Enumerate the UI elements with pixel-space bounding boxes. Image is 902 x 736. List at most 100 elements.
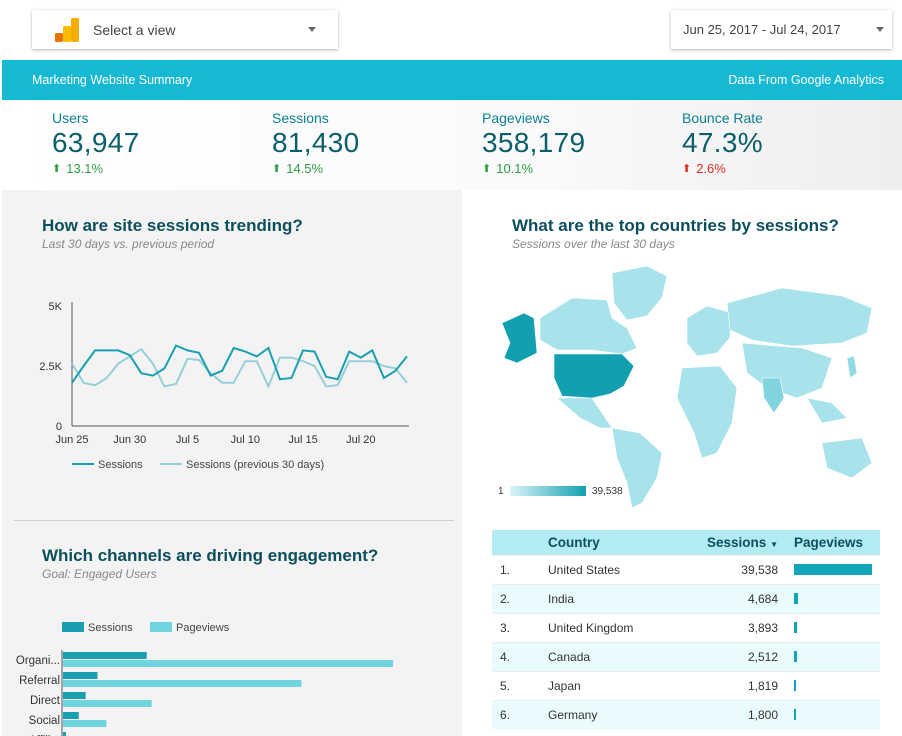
map-region-russia [726, 287, 873, 347]
map-legend-min: 1 [498, 486, 504, 497]
kpi-label: Pageviews [482, 110, 550, 126]
pageviews-cell [784, 699, 880, 729]
table-row[interactable]: 2. India 4,684 [492, 583, 880, 613]
trend-title: How are site sessions trending? [42, 216, 303, 235]
sort-desc-icon: ▼ [770, 539, 778, 549]
country-cell: United Kingdom [548, 612, 698, 642]
map-region-japan [846, 355, 858, 379]
map-color-scale [510, 486, 586, 496]
series-line-sessions [71, 344, 408, 384]
kpi-delta: ⬆ 14.5% [272, 161, 359, 176]
country-cell: Germany [548, 699, 698, 729]
sessions-cell: 1,800 [698, 699, 784, 729]
legend-label: Sessions [88, 622, 133, 634]
rank-header [492, 530, 548, 555]
sessions-trend-chart[interactable]: 0 2.5K 5K Jun 25 Jun 30 Jul 5 Jul 10 Jul 15 Jul … [2, 280, 462, 580]
countries-title: What are the top countries by sessions? [512, 216, 839, 235]
left-panel: How are site sessions trending? Last 30 … [2, 190, 462, 736]
table-row[interactable]: 5. Japan 1,819 [492, 670, 880, 700]
bar-sessions [63, 672, 98, 679]
kpi-delta: ⬆ 2.6% [682, 161, 763, 176]
pageviews-bar [794, 593, 798, 604]
x-tick-label: Jul 20 [346, 434, 375, 446]
legend-label: Sessions [98, 459, 143, 471]
countries-table: Country Sessions ▼ Pageviews 1. United St… [492, 530, 880, 729]
pageviews-cell [784, 583, 880, 613]
kpi-delta-value: 13.1% [66, 161, 104, 176]
countries-subtitle: Sessions over the last 30 days [512, 237, 675, 251]
pageviews-bar [794, 622, 798, 633]
arrow-up-icon: ⬆ [482, 163, 492, 175]
bar-sessions [63, 732, 66, 736]
table-row[interactable]: 4. Canada 2,512 [492, 641, 880, 671]
map-region-asia [741, 342, 833, 399]
map-region-africa [676, 365, 738, 459]
world-geo-map[interactable] [462, 258, 902, 508]
y-tick-label: 5K [49, 301, 63, 313]
kpi-sessions[interactable]: Sessions 81,430 ⬆ 14.5% [272, 110, 359, 176]
rank-cell: 3. [492, 612, 548, 642]
sessions-cell: 2,512 [698, 641, 784, 671]
table-header-row: Country Sessions ▼ Pageviews [492, 530, 880, 555]
map-region-south-america [611, 427, 663, 508]
category-label: Referral [19, 675, 60, 687]
y-tick-label: 2.5K [39, 361, 62, 373]
rank-cell: 1. [492, 554, 548, 584]
table-row[interactable]: 6. Germany 1,800 [492, 699, 880, 729]
map-region-southeast-asia [806, 397, 848, 424]
report-banner: Marketing Website Summary Data From Goog… [2, 60, 902, 100]
rank-cell: 4. [492, 641, 548, 671]
bar-sessions [63, 652, 147, 659]
channels-bar-chart[interactable]: Sessions Pageviews Organi... Referral Direct… [2, 610, 462, 736]
arrow-up-icon: ⬆ [272, 163, 282, 175]
sessions-cell: 1,819 [698, 670, 784, 700]
data-source-label: Data From Google Analytics [728, 73, 884, 87]
kpi-delta-value: 2.6% [696, 161, 726, 176]
legend-label: Sessions (previous 30 days) [186, 459, 324, 471]
map-legend-max: 39,538 [592, 486, 623, 497]
country-header[interactable]: Country [548, 530, 698, 555]
table-row[interactable]: 1. United States 39,538 [492, 554, 880, 584]
bar-pageviews [63, 700, 152, 707]
channels-title: Which channels are driving engagement? [42, 546, 379, 565]
legend-label: Pageviews [176, 622, 230, 634]
y-tick-label: 0 [56, 421, 62, 433]
kpi-value: 47.3% [682, 127, 763, 158]
category-label: Organi... [16, 655, 60, 667]
x-tick-label: Jun 30 [113, 434, 146, 446]
bar-sessions [63, 712, 79, 719]
kpi-users[interactable]: Users 63,947 ⬆ 13.1% [52, 110, 139, 176]
country-cell: United States [548, 554, 698, 584]
kpi-value: 63,947 [52, 127, 140, 158]
bar-pageviews [63, 680, 302, 687]
kpi-bounce-rate[interactable]: Bounce Rate 47.3% ⬆ 2.6% [682, 110, 763, 176]
pageviews-cell [784, 641, 880, 671]
kpi-value: 358,179 [482, 127, 586, 158]
pageviews-bar [794, 651, 797, 662]
table-row[interactable]: 3. United Kingdom 3,893 [492, 612, 880, 642]
chevron-down-icon [308, 27, 316, 32]
sessions-header-label: Sessions [707, 534, 767, 550]
date-range-dropdown[interactable]: Jun 25, 2017 - Jul 24, 2017 [671, 10, 892, 49]
kpi-value: 81,430 [272, 127, 360, 158]
legend-swatch [62, 622, 84, 632]
kpi-scorecards: Users 63,947 ⬆ 13.1% Sessions 81,430 ⬆ 14.… [2, 100, 902, 190]
kpi-delta: ⬆ 10.1% [482, 161, 585, 176]
sessions-header[interactable]: Sessions ▼ [698, 530, 784, 555]
bar-sessions [63, 692, 86, 699]
map-region-australia [821, 437, 873, 479]
category-label: Direct [30, 695, 61, 707]
sessions-cell: 4,684 [698, 583, 784, 613]
kpi-pageviews[interactable]: Pageviews 358,179 ⬆ 10.1% [482, 110, 585, 176]
kpi-label: Bounce Rate [682, 110, 763, 126]
map-region-canada [539, 297, 638, 355]
map-region-europe [686, 305, 733, 357]
x-tick-label: Jul 15 [288, 434, 317, 446]
kpi-delta-value: 14.5% [286, 161, 324, 176]
report-title: Marketing Website Summary [32, 73, 193, 87]
map-region-united-states [553, 353, 635, 399]
pageviews-header[interactable]: Pageviews [784, 530, 880, 555]
series-line-previous [71, 347, 408, 389]
map-region-alaska [501, 312, 538, 364]
view-selector-dropdown[interactable]: Select a view [32, 10, 338, 49]
